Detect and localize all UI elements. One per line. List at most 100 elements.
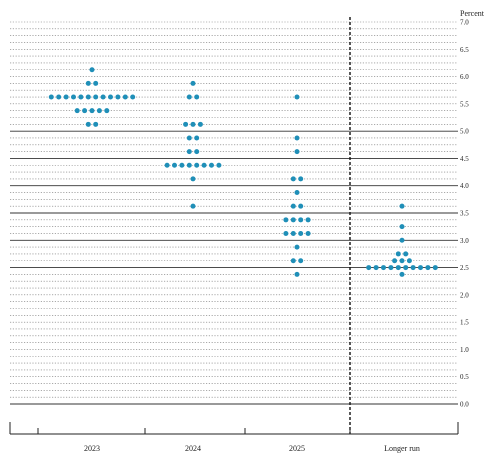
dot [78, 94, 84, 100]
dot [190, 121, 196, 127]
dot [395, 265, 401, 271]
dot [290, 230, 296, 236]
dot [209, 162, 214, 168]
dot [186, 162, 192, 168]
dot [290, 203, 296, 209]
dot [399, 271, 405, 277]
dot [399, 203, 405, 209]
dot [115, 94, 121, 100]
dot [294, 94, 300, 100]
dot [89, 67, 95, 73]
dot [82, 108, 88, 114]
dot [395, 251, 401, 257]
dot [432, 265, 438, 271]
x-category-label: 2024 [185, 444, 201, 453]
dot [100, 94, 106, 100]
dot [108, 94, 113, 100]
dot [179, 162, 185, 168]
dot [406, 258, 412, 264]
y-axis-title: Percent [460, 9, 485, 18]
dot [294, 244, 300, 250]
dot [122, 94, 128, 100]
axes [9, 17, 459, 435]
dot [298, 258, 304, 264]
dots [48, 67, 438, 277]
dot [298, 217, 304, 223]
dot [96, 108, 102, 114]
y-tick-label: 1.5 [460, 319, 469, 327]
dot [403, 265, 409, 271]
dot [130, 94, 136, 100]
dot [410, 265, 416, 271]
dot [89, 108, 95, 114]
dot [194, 94, 200, 100]
dot [290, 258, 296, 264]
dot [104, 108, 110, 114]
y-tick-label: 0.0 [460, 401, 469, 409]
dot [190, 203, 196, 209]
dot [294, 190, 300, 196]
y-tick-label: 3.5 [460, 210, 469, 218]
dot [294, 135, 300, 141]
dot [305, 230, 311, 236]
y-tick-label: 4.5 [460, 155, 469, 163]
y-tick-label: 1.0 [460, 346, 469, 354]
y-tick-label: 7.0 [460, 19, 469, 27]
dot [74, 108, 80, 114]
x-category-label: 2023 [84, 444, 100, 453]
dot [425, 265, 431, 271]
dot [197, 121, 203, 127]
dot [298, 230, 304, 236]
dot [186, 135, 192, 141]
dot [399, 237, 405, 243]
dot [298, 176, 304, 182]
dot [190, 176, 196, 182]
dot [366, 265, 372, 271]
y-tick-label: 5.5 [460, 100, 469, 108]
dot [186, 94, 192, 100]
dot [399, 258, 405, 264]
y-tick-label: 2.0 [460, 291, 469, 299]
gridlines [10, 21, 458, 405]
dot [85, 94, 91, 100]
dot [190, 80, 196, 86]
dot [290, 176, 296, 182]
y-tick-label: 0.5 [460, 373, 469, 381]
dot [403, 251, 409, 257]
dot [216, 162, 222, 168]
dot [183, 121, 189, 127]
dot [294, 149, 300, 155]
labels: 0.0 0.5 1.0 1.5 2.0 2.5 3.0 3.5 4.0 4.5 5.0 5.5 6.0 6… [84, 19, 469, 453]
dot [164, 162, 170, 168]
dot [194, 149, 200, 155]
dot [201, 162, 207, 168]
y-tick-label: 5.0 [460, 128, 469, 136]
y-tick-label: 3.0 [460, 237, 469, 245]
dot [392, 258, 398, 264]
dot [298, 203, 304, 209]
dot [373, 265, 379, 271]
dot [194, 162, 200, 168]
dot [294, 271, 300, 277]
dot [93, 121, 99, 127]
y-tick-label: 6.5 [460, 46, 469, 54]
dot [56, 94, 62, 100]
dot [63, 94, 69, 100]
dot [186, 149, 192, 155]
dot [418, 265, 423, 271]
dot [283, 217, 289, 223]
dot [399, 224, 405, 230]
y-tick-label: 6.0 [460, 73, 469, 81]
dot [172, 162, 177, 168]
dot [71, 94, 76, 100]
dot [388, 265, 394, 271]
x-category-label: 2025 [289, 444, 305, 453]
dot [48, 94, 54, 100]
dot [85, 121, 91, 127]
dot [93, 94, 99, 100]
dot [381, 265, 386, 271]
dot [283, 230, 289, 236]
dot [290, 217, 296, 223]
dot [85, 80, 91, 86]
